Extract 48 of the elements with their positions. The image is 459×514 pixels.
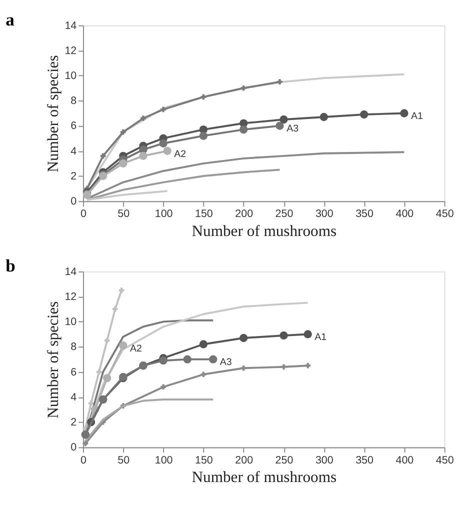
y-axis-title: Number of species bbox=[44, 301, 62, 418]
x-tick-label: 0 bbox=[80, 208, 87, 220]
x-tick-label: 200 bbox=[235, 454, 254, 466]
x-tick-label: 100 bbox=[154, 454, 173, 466]
y-tick-label: 14 bbox=[64, 20, 77, 32]
annotation: A1 bbox=[314, 332, 327, 344]
y-tick-label: 2 bbox=[70, 170, 77, 182]
y-tick-label: 8 bbox=[70, 95, 77, 108]
x-tick-label: 350 bbox=[356, 208, 374, 220]
annotation: A1 bbox=[411, 111, 423, 122]
y-tick-label: 10 bbox=[64, 316, 77, 328]
x-tick-label: 250 bbox=[275, 454, 294, 466]
annotation: A3 bbox=[286, 124, 299, 135]
annotation: A2 bbox=[130, 343, 142, 354]
y-tick-label: 2 bbox=[70, 416, 77, 429]
annotation: A2 bbox=[174, 148, 186, 160]
x-tick-label: 50 bbox=[118, 208, 130, 220]
y-tick-label: 0 bbox=[70, 196, 77, 208]
x-tick-label: 150 bbox=[194, 454, 213, 466]
x-tick-label: 400 bbox=[396, 454, 414, 466]
chart-title: b bbox=[6, 255, 16, 276]
x-tick-label: 250 bbox=[275, 208, 294, 220]
y-tick-label: 4 bbox=[70, 145, 77, 158]
x-tick-label: 0 bbox=[80, 454, 87, 466]
x-tick-label: 50 bbox=[118, 454, 130, 466]
annotation: A3 bbox=[220, 357, 232, 368]
x-tick-label: 150 bbox=[194, 208, 213, 220]
x-tick-label: 350 bbox=[356, 454, 374, 466]
y-tick-label: 12 bbox=[64, 290, 77, 303]
x-tick-label: 100 bbox=[154, 208, 173, 220]
x-tick-label: 300 bbox=[315, 208, 334, 220]
x-axis-title: Number of mushrooms bbox=[192, 468, 337, 486]
y-tick-label: 14 bbox=[64, 266, 77, 278]
x-tick-label: 300 bbox=[315, 454, 334, 466]
x-tick-label: 200 bbox=[235, 208, 254, 220]
y-tick-label: 8 bbox=[70, 341, 77, 354]
x-tick-label: 450 bbox=[436, 208, 454, 220]
y-tick-label: 12 bbox=[64, 44, 77, 57]
y-tick-label: 6 bbox=[70, 120, 77, 132]
x-tick-label: 400 bbox=[396, 208, 414, 220]
y-tick-label: 10 bbox=[64, 70, 77, 82]
y-tick-label: 4 bbox=[70, 391, 77, 404]
y-tick-label: 0 bbox=[70, 442, 77, 454]
x-tick-label: 450 bbox=[436, 454, 454, 466]
chart-title: a bbox=[6, 9, 15, 30]
y-tick-label: 6 bbox=[70, 366, 77, 378]
y-axis-title: Number of species bbox=[44, 55, 62, 172]
x-axis-title: Number of mushrooms bbox=[192, 222, 337, 240]
